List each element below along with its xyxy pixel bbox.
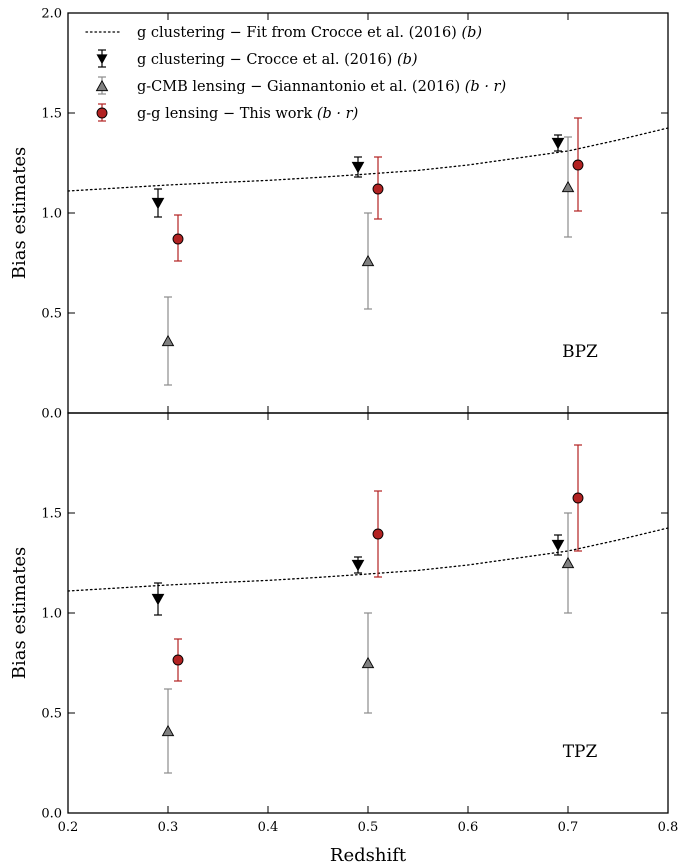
y-tick-label: 1.0 [41, 207, 62, 222]
legend-label-text: g-CMB lensing − Giannantonio et al. (201… [137, 79, 465, 95]
gg-lensing-marker [372, 183, 384, 195]
legend-label-math: (b · r) [317, 106, 358, 122]
legend-item-fit: g clustering − Fit from Crocce et al. (2… [85, 25, 482, 41]
panel-label: TPZ [563, 742, 598, 762]
fit-curve [67, 527, 669, 592]
legend-label-text: g clustering − Crocce et al. (2016) [137, 52, 397, 68]
cmb-lensing-marker [361, 254, 375, 267]
gg-lensing-marker [572, 492, 584, 504]
crocce-marker [551, 137, 565, 150]
legend-label-math: (b · r) [465, 79, 506, 95]
legend-cmb-marker [95, 79, 109, 92]
cmb-lensing-marker [361, 656, 375, 669]
gg-lensing-marker [572, 159, 584, 171]
y-tick-label: 1.5 [41, 107, 62, 122]
cmb-lensing-marker [161, 334, 175, 347]
y-axis-label: Bias estimates [9, 147, 30, 279]
x-tick-label: 0.8 [658, 820, 679, 835]
y-tick-label: 0.0 [41, 407, 62, 422]
panel-bpz: 0.0 0.5 1.0 1.5 2.0 Bias estimates BPZ [9, 7, 669, 422]
legend-crocce-marker [96, 54, 108, 65]
crocce-marker [351, 161, 365, 174]
gg-lensing-marker [372, 528, 384, 540]
x-tick-label: 0.3 [158, 820, 179, 835]
y-tick-label: 0.5 [41, 307, 62, 322]
x-tick-label: 0.2 [58, 820, 79, 835]
cmb-lensing-marker [561, 556, 575, 569]
legend-item-cmb: g-CMB lensing − Giannantonio et al. (201… [95, 76, 506, 95]
gg-lensing-marker [172, 654, 184, 666]
x-axis-label: Redshift [330, 845, 407, 865]
x-tick-label: 0.7 [558, 820, 579, 835]
legend-label: g-g lensing − This work (b · r) [137, 106, 358, 122]
crocce-marker [151, 593, 165, 606]
legend-label: g clustering − Crocce et al. (2016) (b) [137, 52, 418, 68]
fit-curve [67, 127, 669, 192]
y-tick-label: 1.5 [41, 507, 62, 522]
x-tick-label: 0.5 [358, 820, 379, 835]
cmb-lensing-marker [161, 724, 175, 737]
legend-label: g-CMB lensing − Giannantonio et al. (201… [137, 79, 506, 95]
y-tick-label: 2.0 [41, 7, 62, 22]
gg-lensing-marker [172, 233, 184, 245]
legend-label-text: g clustering − Fit from Crocce et al. (2… [137, 25, 461, 41]
x-tick-label: 0.6 [458, 820, 479, 835]
legend-label: g clustering − Fit from Crocce et al. (2… [137, 25, 482, 41]
legend-label-text: g-g lensing − This work [137, 106, 317, 122]
y-tick-label: 1.0 [41, 607, 62, 622]
crocce-marker [551, 539, 565, 552]
legend-item-gg: g-g lensing − This work (b · r) [96, 103, 358, 122]
x-tick-label: 0.4 [258, 820, 279, 835]
legend-gg-marker [96, 107, 108, 119]
legend-label-math: (b) [461, 25, 482, 41]
crocce-marker [351, 559, 365, 572]
y-tick-label: 0.0 [41, 807, 62, 822]
legend-label-math: (b) [397, 52, 418, 68]
y-tick-label: 0.5 [41, 707, 62, 722]
legend-item-crocce: g clustering − Crocce et al. (2016) (b) [96, 49, 418, 68]
crocce-marker [151, 197, 165, 210]
legend: g clustering − Fit from Crocce et al. (2… [85, 25, 506, 122]
cmb-lensing-marker [561, 180, 575, 193]
y-axis-label: Bias estimates [9, 547, 30, 679]
panel-label: BPZ [562, 342, 598, 362]
panel-tpz: 0.0 0.5 1.0 1.5 0.2 0.3 0.4 0.5 0.6 0.7 0.8 Bias es… [9, 412, 679, 865]
